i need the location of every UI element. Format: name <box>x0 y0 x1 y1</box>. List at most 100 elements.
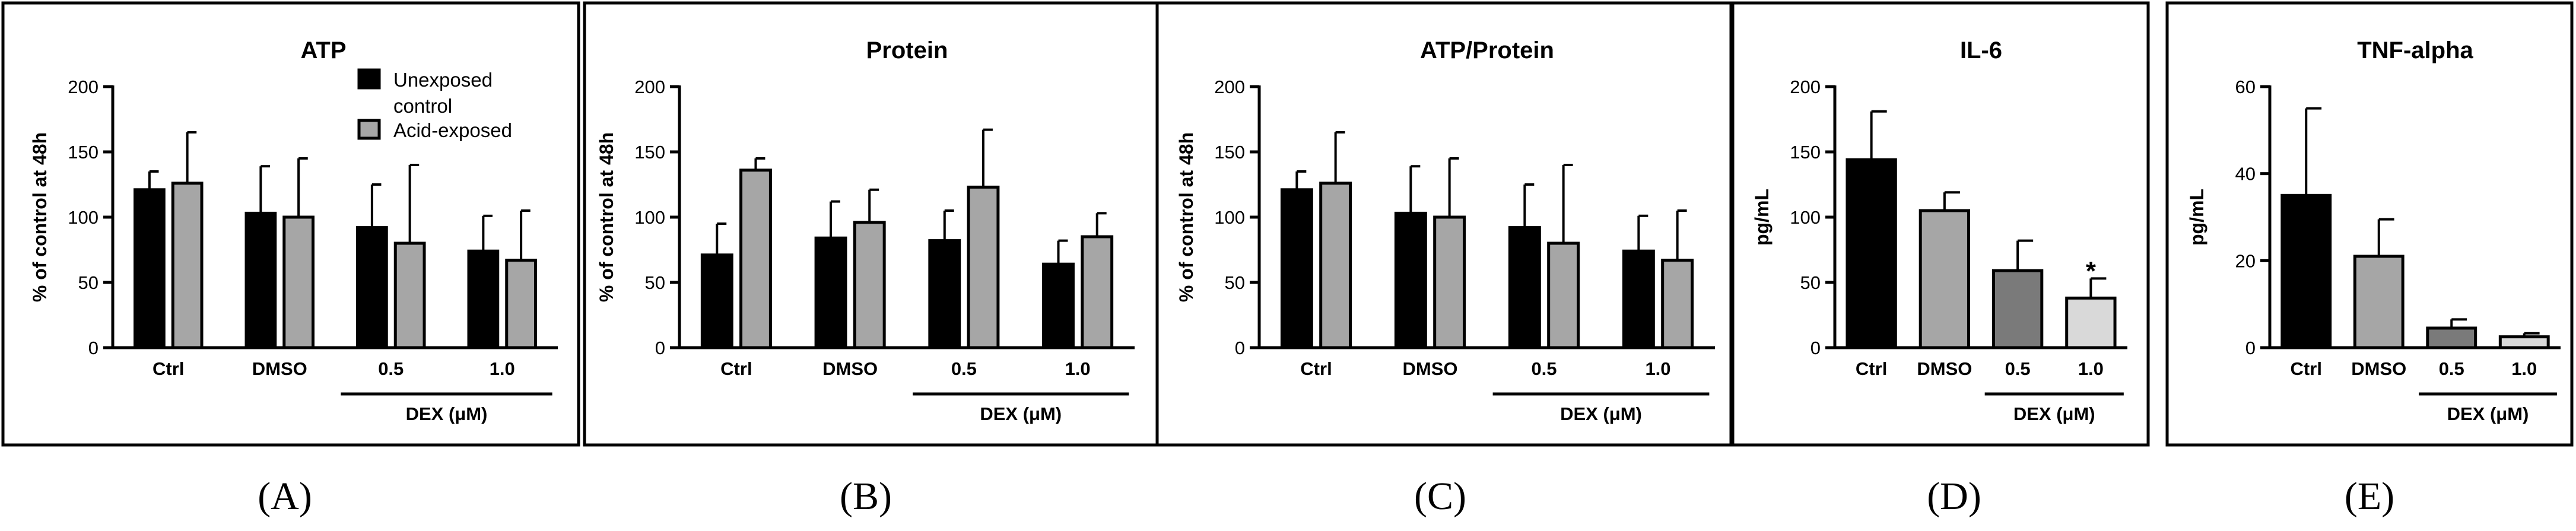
panel-a: ATP 0 50 100 150 200 % of control at 48h Ctrl DM… <box>1 1 580 518</box>
bar-unexposed-Ctrl <box>1280 188 1313 349</box>
group-label: DEX (μM) <box>2013 403 2095 424</box>
group-label: DEX (μM) <box>2447 403 2529 424</box>
x-tick-label: 1.0 <box>1065 358 1091 379</box>
group-label: DEX (μM) <box>1560 403 1642 424</box>
y-tick-label: 200 <box>68 77 99 97</box>
bar-unexposed-1.0 <box>467 249 500 349</box>
bar-acid-exposed-DMSO <box>853 221 886 349</box>
x-tick-label: DMSO <box>252 358 307 379</box>
panel-letter: (D) <box>1927 475 1981 518</box>
y-tick-label: 200 <box>634 77 665 97</box>
x-tick-label: Ctrl <box>1856 358 1887 379</box>
x-tick-label: 0.5 <box>378 358 404 379</box>
bar-unexposed-DMSO <box>814 236 847 349</box>
x-tick-label: 0.5 <box>2005 358 2031 379</box>
y-tick-label: 20 <box>2235 250 2256 271</box>
bar-acid-exposed-1.0 <box>1661 259 1694 349</box>
legend-swatch-unexposed <box>357 68 381 90</box>
x-tick-label: 0.5 <box>2439 358 2464 379</box>
y-tick-label: 0 <box>2245 338 2256 358</box>
bar-value-0.5 <box>2426 326 2477 349</box>
bar-unexposed-DMSO <box>244 211 277 349</box>
group-label: DEX (μM) <box>406 403 488 424</box>
bar-acid-exposed-Ctrl <box>739 168 772 349</box>
bar-unexposed-DMSO <box>1394 211 1427 349</box>
y-tick-label: 200 <box>1214 77 1245 97</box>
x-tick-label: 1.0 <box>2511 358 2537 379</box>
bar-acid-exposed-DMSO <box>1433 215 1466 349</box>
legend-label-acid-exposed: Acid-exposed <box>393 119 512 141</box>
y-tick-label: 50 <box>1225 272 1245 293</box>
chart-title: ATP <box>300 37 346 63</box>
panel-c: ATP/Protein 0 50 100 150 200 % of control at 4… <box>1155 1 1733 518</box>
panel-d: IL-6 0 50 100 150 200 pg/mL * Ctrl DMSO 0.5 1.0 DEX … <box>1731 1 2150 518</box>
x-tick-label: DMSO <box>2351 358 2406 379</box>
bar-unexposed-0.5 <box>1508 226 1541 349</box>
bar-acid-exposed-0.5 <box>1547 241 1580 349</box>
significance-marker: * <box>2086 256 2097 285</box>
chart-title: IL-6 <box>1960 37 2002 63</box>
y-axis-label: pg/mL <box>2186 189 2207 246</box>
y-tick-label: 0 <box>1810 338 1821 358</box>
panel-letter: (C) <box>1414 475 1466 518</box>
legend-swatch-acid-exposed <box>357 119 381 140</box>
y-tick-label: 50 <box>1800 272 1821 293</box>
bar-value-1.0 <box>2065 296 2117 349</box>
bar-value-DMSO <box>2353 255 2405 349</box>
bar-value-0.5 <box>1991 269 2044 349</box>
y-tick-label: 50 <box>78 272 99 293</box>
y-tick-label: 60 <box>2235 77 2256 97</box>
x-tick-label: Ctrl <box>1300 358 1332 379</box>
x-tick-label: Ctrl <box>720 358 752 379</box>
panel-frame <box>1731 1 2150 447</box>
y-tick-label: 0 <box>88 338 99 358</box>
bar-acid-exposed-1.0 <box>505 259 537 349</box>
bar-acid-exposed-0.5 <box>393 241 426 349</box>
bar-acid-exposed-Ctrl <box>171 182 204 349</box>
panel-e: TNF-alpha 0 20 40 60 pg/mL Ctrl DMSO 0.5 1.0 DEX (… <box>2165 1 2574 518</box>
y-tick-label: 100 <box>68 207 99 228</box>
y-axis-label: % of control at 48h <box>1176 132 1197 302</box>
x-tick-label: 0.5 <box>951 358 977 379</box>
y-tick-label: 150 <box>68 142 99 163</box>
x-tick-label: Ctrl <box>2291 358 2322 379</box>
panel-letter: (B) <box>840 475 892 518</box>
y-tick-label: 40 <box>2235 164 2256 185</box>
chart-title: ATP/Protein <box>1420 37 1554 63</box>
x-tick-label: 1.0 <box>490 358 515 379</box>
x-tick-label: 1.0 <box>1645 358 1670 379</box>
bar-value-1.0 <box>2498 335 2550 349</box>
y-tick-label: 0 <box>655 338 665 358</box>
bar-acid-exposed-0.5 <box>967 185 1000 349</box>
x-tick-label: Ctrl <box>153 358 184 379</box>
bar-unexposed-1.0 <box>1622 249 1655 349</box>
bar-acid-exposed-Ctrl <box>1319 182 1352 349</box>
bar-value-DMSO <box>1918 209 1971 349</box>
x-tick-label: DMSO <box>1403 358 1458 379</box>
y-tick-label: 100 <box>634 207 665 228</box>
chart-title: Protein <box>866 37 948 63</box>
panel-frame <box>2165 1 2574 447</box>
y-tick-label: 150 <box>634 142 665 163</box>
bar-acid-exposed-1.0 <box>1081 235 1114 349</box>
bar-value-Ctrl <box>2280 193 2332 349</box>
x-tick-label: 1.0 <box>2078 358 2104 379</box>
y-tick-label: 150 <box>1790 142 1821 163</box>
y-axis-label: % of control at 48h <box>596 132 617 302</box>
bar-unexposed-0.5 <box>928 239 961 349</box>
y-tick-label: 100 <box>1214 207 1245 228</box>
bar-value-Ctrl <box>1846 158 1897 349</box>
y-tick-label: 200 <box>1790 77 1821 97</box>
x-tick-label: DMSO <box>1917 358 1972 379</box>
y-tick-label: 150 <box>1214 142 1245 163</box>
panel-letter: (E) <box>2345 475 2394 518</box>
panel-b: Protein 0 50 100 150 200 % of control at 48h Ct… <box>583 1 1159 518</box>
chart-title: TNF-alpha <box>2357 37 2473 63</box>
panel-letter: (A) <box>258 475 312 518</box>
bar-unexposed-Ctrl <box>700 253 733 349</box>
bar-acid-exposed-DMSO <box>282 215 315 349</box>
y-tick-label: 100 <box>1790 207 1821 228</box>
x-tick-label: DMSO <box>822 358 878 379</box>
x-tick-label: 0.5 <box>1531 358 1557 379</box>
